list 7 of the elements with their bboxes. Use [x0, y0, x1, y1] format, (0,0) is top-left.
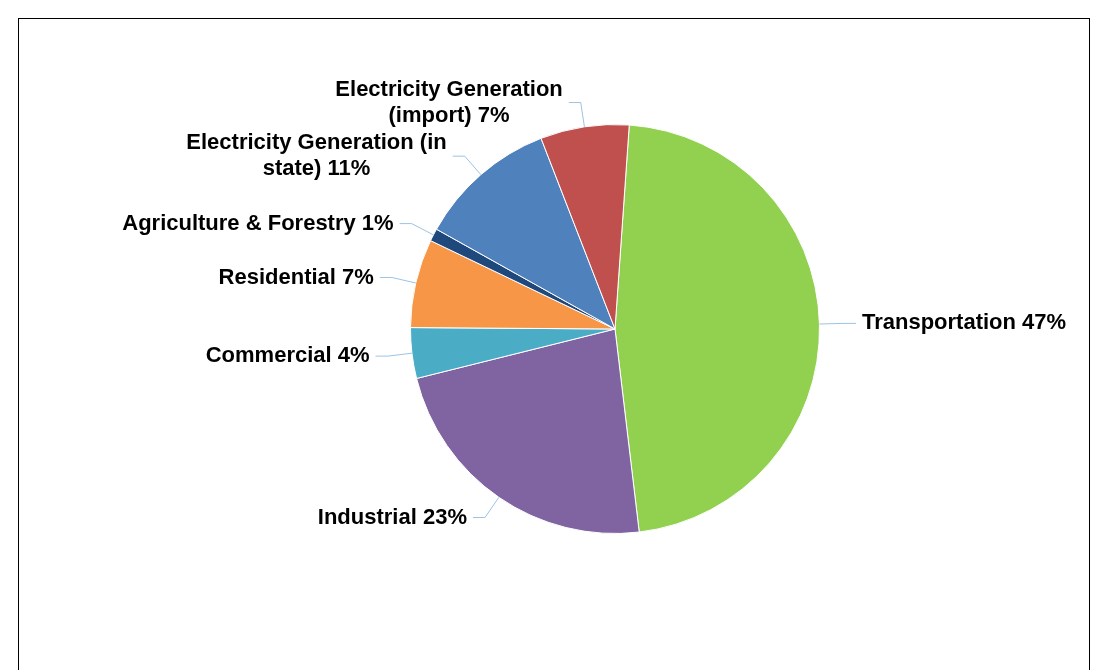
- slice-label: Residential 7%: [218, 263, 374, 289]
- slice-label: Industrial 23%: [317, 503, 467, 529]
- slice-label: Agriculture & Forestry 1%: [122, 209, 394, 235]
- slice-label: Electricity Generation (in state) 11%: [186, 129, 447, 181]
- slice-label: Transportation 47%: [861, 309, 1067, 335]
- slice-label: Electricity Generation (import) 7%: [335, 75, 563, 127]
- slice-label: Commercial 4%: [205, 342, 370, 368]
